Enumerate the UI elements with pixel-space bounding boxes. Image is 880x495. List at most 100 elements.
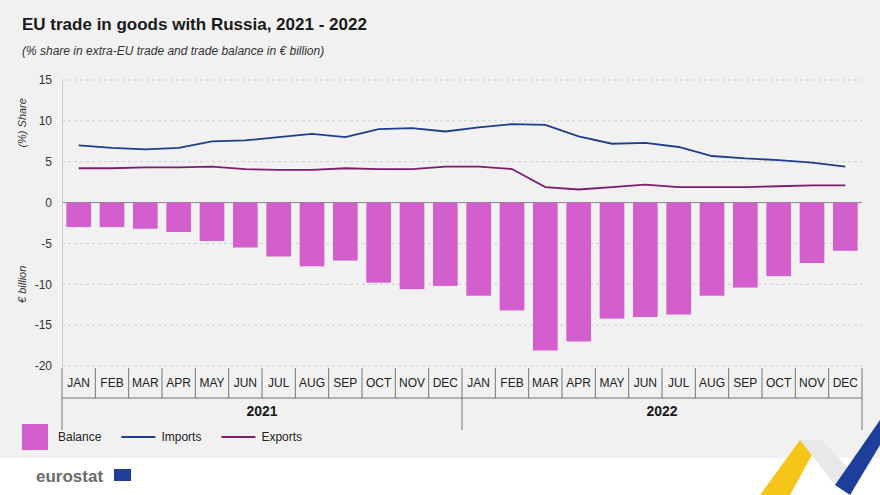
y-tick: 5 [45,155,62,169]
y-axis-line [62,81,63,367]
x-tick-label: OCT [766,376,792,390]
x-tick-label: NOV [799,376,825,390]
x-axis-line [63,368,863,369]
source: eurostat [36,467,103,486]
x-tick-label: MAR [532,376,559,390]
x-separator [95,368,96,398]
bar [566,203,591,342]
x-tick-label: FEB [500,376,523,390]
x-tick: JUN [634,368,657,390]
x-separator [528,368,529,398]
x-tick: NOV [799,368,825,390]
x-tick-label: JUN [234,376,257,390]
bar [666,203,691,315]
x-tick-label: JAN [467,376,490,390]
x-separator [595,368,596,398]
title: EU trade in goods with Russia, 2021 - 20… [22,15,367,34]
x-tick: JAN [467,368,490,390]
x-tick-label: APR [566,376,591,390]
chart: EU trade in goods with Russia, 2021 - 20… [0,0,880,495]
x-separator [62,368,63,430]
x-tick-label: FEB [100,376,123,390]
x-tick: AUG [299,368,325,390]
y-tick: -5 [41,237,62,251]
x-tick: JUL [668,368,690,390]
bar [433,203,458,286]
x-tick-label: AUG [699,376,725,390]
bar [300,203,325,267]
group-label: 2021 [246,403,277,419]
x-separator [295,368,296,398]
x-tick: JAN [67,368,90,390]
x-separator [62,398,862,399]
flag [114,469,131,481]
y-tick-label: 0 [45,196,52,210]
legend-swatch [22,424,48,450]
x-tick-label: JUL [268,376,290,390]
x-tick-label: AUG [299,376,325,390]
grid-line [62,120,862,121]
x-tick-label: MAY [199,376,224,390]
x-tick: APR [166,368,191,390]
bar [600,203,625,319]
legend: BalanceImportsExports [22,424,302,450]
x-tick-label: DEC [833,376,859,390]
x-separator [128,368,129,398]
grid [62,80,862,366]
y-axis-title: € billion [16,266,28,303]
x-separator [862,368,863,430]
legend-label: Exports [261,430,302,444]
line [79,167,846,190]
x-tick: DEC [833,368,859,390]
x-tick-label: DEC [433,376,459,390]
bar [133,203,158,229]
bar [200,203,225,241]
y-tick-label: 15 [39,73,53,87]
y-tick: 0 [45,196,62,210]
x-tick-label: MAR [132,376,159,390]
y-tick: -15 [35,318,62,332]
y-tick-label: -5 [41,237,52,251]
x-separator [462,368,463,430]
bar [100,203,125,228]
bar [66,203,91,228]
x-tick: JUL [268,368,290,390]
legend-swatch [121,436,155,438]
x-separator [762,368,763,398]
x-separator [328,368,329,398]
y-tick: -20 [35,359,62,373]
legend-swatch [221,436,255,438]
y-axis-title: (%) Share [16,98,28,148]
subtitle: (% share in extra-EU trade and trade bal… [22,44,324,58]
y-tick-label: 5 [45,155,52,169]
bar [233,203,258,248]
x-tick: JUN [234,368,257,390]
x-tick-label: MAY [599,376,624,390]
x-tick: DEC [433,368,459,390]
x-tick: APR [566,368,591,390]
x-tick-label: JUN [634,376,657,390]
x-separator [695,368,696,398]
bar [833,203,858,251]
x-separator [195,368,196,398]
x-tick-label: SEP [333,376,357,390]
bar [700,203,725,296]
x-separator [495,368,496,398]
plot-area [66,124,857,350]
bar [633,203,658,317]
y-tick-label: -15 [35,318,53,332]
grid-line [62,325,862,326]
bar [800,203,825,263]
y-axis: -20-15-10-5051015 [35,73,63,373]
bar [466,203,491,296]
x-separator [828,368,829,398]
x-tick: MAY [599,368,624,390]
legend-label: Balance [58,430,102,444]
x-tick-label: APR [166,376,191,390]
x-separator [628,368,629,398]
x-separator [162,368,163,398]
bar [400,203,425,290]
bar [500,203,525,311]
x-separator [795,368,796,398]
x-tick: NOV [399,368,425,390]
